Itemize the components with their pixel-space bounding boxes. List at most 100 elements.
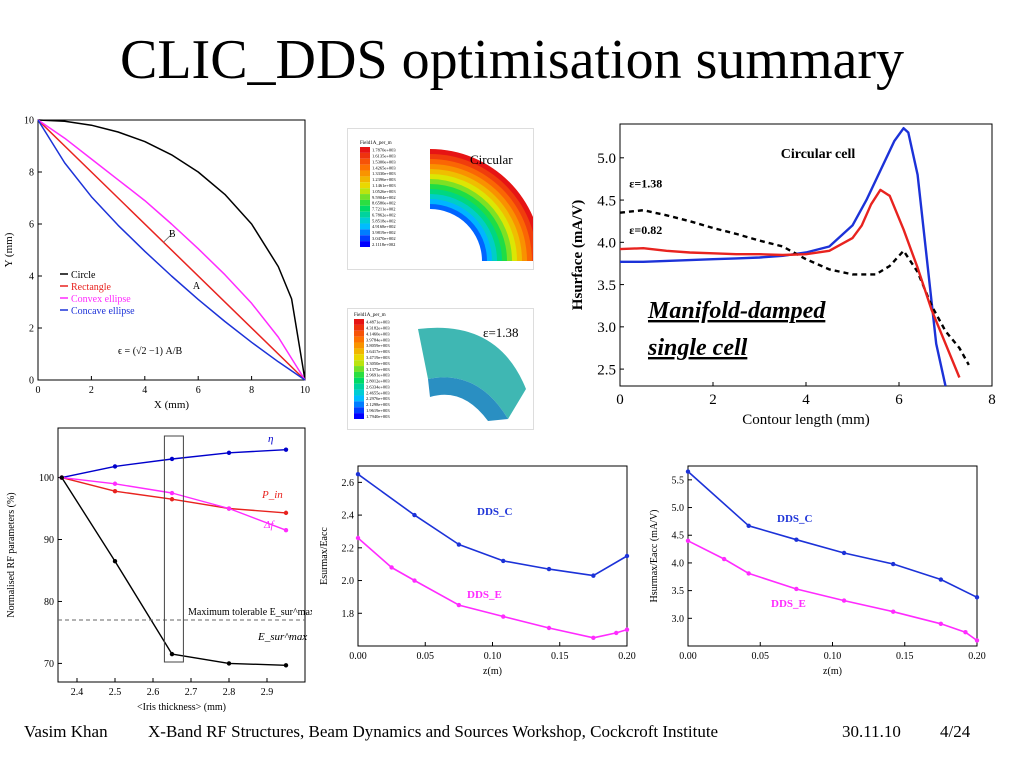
- x-tick-label: 2.6: [147, 687, 160, 698]
- data-point: [112, 481, 118, 486]
- legend-color-cell: [354, 319, 364, 325]
- plot-frame: [687, 465, 978, 647]
- legend-color-cell: [360, 229, 370, 236]
- data-point: [624, 627, 630, 632]
- legend-color-cell: [354, 336, 364, 343]
- data-point: [501, 614, 506, 619]
- legend-value: 2.8012e+003: [366, 379, 390, 384]
- y-tick-label: 5.5: [672, 475, 685, 486]
- series-label-dds-e: DDS_E: [771, 598, 806, 610]
- data-point: [794, 537, 799, 542]
- x-axis-label: z(m): [823, 666, 842, 677]
- series-label-dds-c: DDS_C: [477, 506, 513, 518]
- legend-value: 1.4265e+003: [372, 165, 396, 170]
- legend-value: 7.7211e+002: [372, 207, 396, 212]
- legend-color-cell: [360, 147, 370, 153]
- y-tick-label: 90: [44, 535, 54, 546]
- data-point: [614, 630, 619, 636]
- legend-value: 1.1461e+003: [372, 183, 396, 188]
- legend-value: 3.6417e+003: [366, 349, 390, 354]
- x-tick-label: 0.10: [484, 651, 502, 662]
- legend-value: 1.5300e+003: [372, 159, 396, 164]
- x-tick-label: 0.05: [752, 651, 770, 662]
- y-tick-label: 2.4: [342, 511, 355, 522]
- data-point: [226, 450, 232, 455]
- series-line-dds-c: [357, 473, 628, 577]
- x-axis-label: X (mm): [154, 399, 189, 411]
- y-tick-label: 6: [29, 220, 34, 231]
- x-tick-label: 4: [802, 392, 810, 408]
- y-tick-label: 4.0: [672, 558, 685, 569]
- legend-value: 2.2976e+003: [366, 396, 390, 401]
- legend-color-cell: [354, 377, 364, 384]
- legend-value: 4.1460e+003: [366, 331, 390, 336]
- x-tick-label: 8: [249, 385, 254, 396]
- legend-value: 3.8059e+003: [366, 343, 390, 348]
- x-tick-label: 0.15: [896, 651, 914, 662]
- series-line-e-sur-max: [61, 477, 287, 666]
- y-axis-label: Y (mm): [3, 232, 15, 267]
- series-line-p-in: [61, 476, 287, 514]
- legend-value: 3.9819e+002: [372, 230, 396, 235]
- legend-color-cell: [360, 194, 370, 200]
- data-point: [112, 558, 118, 564]
- field-edge: [428, 377, 508, 421]
- legend-value: 1.9619e+003: [366, 408, 390, 413]
- data-point: [456, 542, 462, 547]
- rf-parameters-chart: 2.4 2.5 2.6 2.7 2.8 2.9 70 80 90 100 <Iris thickne…: [0, 420, 312, 712]
- legend-color-cell: [354, 342, 364, 349]
- x-tick-label: 2: [709, 392, 717, 408]
- x-tick-label: 2.9: [261, 687, 274, 698]
- y-tick-label: 2: [29, 324, 34, 335]
- data-point: [283, 528, 289, 533]
- footer-page: 4/24: [940, 722, 971, 741]
- footer-author: Vasim Khan: [24, 722, 108, 741]
- legend-color-cell: [354, 383, 364, 390]
- data-point: [746, 523, 751, 529]
- series-line-circular-cell: [620, 127, 947, 387]
- data-point: [412, 512, 417, 518]
- legend-color-cell: [354, 413, 364, 419]
- legend-value: 2.9691e+003: [366, 373, 390, 378]
- x-tick-label: 0.00: [349, 651, 367, 662]
- data-point: [283, 510, 289, 516]
- series-line--1-38: [619, 208, 970, 366]
- data-point: [624, 553, 630, 559]
- threshold-label: Maximum tolerable E_sur^max: [188, 607, 312, 618]
- legend-value: 1.3330e+003: [372, 171, 396, 176]
- legend-value: 2.4655e+003: [366, 390, 390, 395]
- epsilon-formula: ϵ = (√2 −1) A/B: [118, 346, 182, 357]
- y-tick-label: 3.5: [672, 586, 685, 597]
- y-tick-label: 0: [29, 376, 34, 387]
- legend-title: Field1A_per_m: [354, 313, 386, 318]
- x-tick-label: 0.20: [618, 651, 636, 662]
- legend-value: 1.6135e+003: [372, 154, 396, 159]
- legend-color-cell: [360, 217, 370, 224]
- legend-value: 3.1375e+003: [366, 367, 390, 372]
- plot-frame: [357, 465, 628, 647]
- data-point: [456, 602, 462, 608]
- data-point: [841, 598, 847, 603]
- legend-label: Circle: [71, 270, 96, 281]
- y-tick-label: 3.0: [672, 614, 685, 625]
- data-point: [841, 550, 847, 556]
- legend-color-cell: [360, 235, 370, 242]
- data-point: [226, 661, 232, 666]
- y-axis-label: Normalised RF parameters (%): [6, 492, 17, 617]
- series-line-concave-ellipse: [37, 119, 306, 381]
- field-surface: [418, 327, 526, 419]
- legend-color-cell: [360, 241, 370, 247]
- y-tick-label: 4.0: [597, 236, 616, 252]
- x-tick-label: 6: [895, 392, 903, 408]
- y-tick-label: 3.0: [597, 320, 616, 336]
- legend-value: 1.7940e+003: [366, 414, 390, 419]
- iris-profile-chart: 0 2 4 6 8 10 0 2 4 6 8 10 X (mm) Y (mm) CircleRectangl…: [0, 108, 312, 420]
- y-tick-label: 2.6: [342, 478, 355, 489]
- legend-color-cell: [360, 152, 370, 159]
- data-point: [974, 638, 980, 643]
- legend-color-cell: [354, 324, 364, 331]
- data-point: [721, 556, 727, 562]
- x-tick-label: 2.8: [223, 687, 236, 698]
- legend-color-cell: [354, 366, 364, 372]
- annotation-line-2: single cell: [647, 335, 748, 361]
